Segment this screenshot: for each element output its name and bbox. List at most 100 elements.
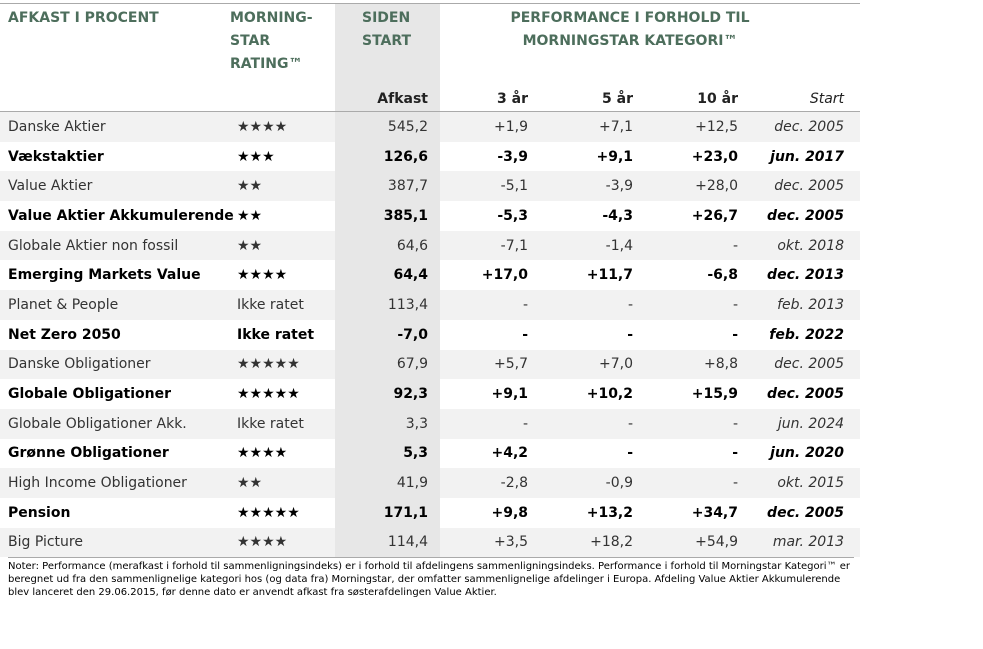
start-date: dec. 2005: [750, 171, 861, 202]
rating: ★★★★★: [237, 386, 300, 403]
rating: Ikke ratet: [237, 326, 315, 343]
fund-name: Value Aktier: [0, 171, 230, 202]
perf-3y: +3,5: [440, 527, 540, 558]
perf-5y: -4,3: [602, 207, 633, 224]
perf-3y: +1,9: [440, 111, 540, 142]
perf-5y: +9,1: [596, 148, 633, 165]
start-date: dec. 2005: [767, 207, 845, 224]
perf-5y: +13,2: [586, 504, 633, 521]
header-rating: MORNING- STAR RATING™: [230, 3, 335, 86]
start-date: jun. 2024: [750, 408, 861, 439]
perf-10y: +23,0: [691, 148, 738, 165]
table-row: Grønne Obligationer ★★★★ 5,3 +4,2 - - jun. 202…: [0, 438, 860, 469]
fund-name: Globale Obligationer Akk.: [0, 408, 230, 439]
fund-name: Net Zero 2050: [8, 326, 121, 343]
return-since-start: 41,9: [335, 468, 440, 498]
subheader: Start: [750, 86, 861, 112]
start-date: okt. 2018: [750, 230, 861, 261]
rating: ★★★★: [237, 445, 288, 462]
table-row: Net Zero 2050 Ikke ratet -7,0 - - - feb. 2022: [0, 319, 860, 350]
perf-5y: -: [627, 326, 633, 343]
fund-name: Danske Aktier: [0, 111, 230, 142]
perf-10y: +54,9: [645, 527, 750, 558]
performance-table: AFKAST I PROCENT MORNING- STAR RATING™ SID…: [0, 3, 861, 558]
line: PERFORMANCE I FORHOLD TIL: [510, 10, 750, 26]
table-wrap: AFKAST I PROCENT MORNING- STAR RATING™ SID…: [0, 3, 861, 558]
perf-10y: -: [732, 445, 738, 462]
perf-3y: -2,8: [440, 468, 540, 498]
start-date: dec. 2005: [767, 386, 845, 403]
perf-3y: -: [522, 326, 528, 343]
start-date: okt. 2015: [750, 468, 861, 498]
start-date: dec. 2005: [767, 504, 845, 521]
return-since-start: 126,6: [335, 141, 440, 172]
perf-3y: -: [440, 408, 540, 439]
return-since-start: 545,2: [335, 111, 440, 142]
return-since-start: -7,0: [335, 319, 440, 350]
perf-3y: +4,2: [491, 445, 528, 462]
perf-3y: -7,1: [440, 230, 540, 261]
header-since-start: SIDEN START: [335, 3, 440, 86]
return-since-start: 64,4: [335, 260, 440, 291]
perf-3y: -: [440, 290, 540, 320]
return-since-start: 113,4: [335, 290, 440, 320]
perf-10y: -6,8: [707, 267, 738, 284]
perf-5y: +7,0: [540, 349, 645, 380]
rating: ★★★★: [237, 267, 288, 284]
table-row: Vækstaktier ★★★ 126,6 -3,9 +9,1 +23,0 jun. 201…: [0, 141, 860, 172]
table-row: Big Picture ★★★★ 114,4 +3,5 +18,2 +54,9 mar. 2…: [0, 527, 861, 558]
return-since-start: 5,3: [335, 438, 440, 469]
table-row: Danske Obligationer ★★★★★ 67,9 +5,7 +7,0 +8,8…: [0, 349, 861, 380]
table-row: High Income Obligationer ★★ 41,9 -2,8 -0,9- o…: [0, 468, 861, 498]
perf-10y: -: [645, 290, 750, 320]
start-date: jun. 2020: [770, 445, 845, 462]
fund-name: Grønne Obligationer: [8, 445, 169, 462]
table-row: Globale Aktier non fossil ★★ 64,6 -7,1 -1,4-…: [0, 230, 861, 261]
return-since-start: 385,1: [335, 201, 440, 231]
rating: ★★: [237, 207, 263, 224]
perf-3y: +5,7: [440, 349, 540, 380]
perf-10y: -: [645, 230, 750, 261]
start-date: dec. 2005: [750, 349, 861, 380]
perf-5y: -: [540, 408, 645, 439]
return-since-start: 387,7: [335, 171, 440, 202]
return-since-start: 171,1: [335, 497, 440, 528]
table-row: Globale Obligationer ★★★★★ 92,3 +9,1 +10,2 +1…: [0, 379, 860, 409]
perf-10y: -: [732, 326, 738, 343]
start-date: jun. 2017: [770, 148, 845, 165]
return-since-start: 114,4: [335, 527, 440, 558]
note: Noter: Performance (merafkast i forhold …: [8, 557, 854, 599]
fund-name: Pension: [8, 504, 71, 521]
fund-name: High Income Obligationer: [0, 468, 230, 498]
rating: ★★: [230, 171, 335, 202]
perf-3y: +17,0: [481, 267, 528, 284]
table-row: Pension ★★★★★ 171,1 +9,8 +13,2 +34,7 dec. 2005: [0, 497, 860, 528]
start-date: dec. 2005: [750, 111, 861, 142]
perf-5y: -0,9: [540, 468, 645, 498]
return-since-start: 3,3: [335, 408, 440, 439]
start-date: feb. 2013: [750, 290, 861, 320]
perf-10y: +12,5: [645, 111, 750, 142]
rating: ★★★: [237, 148, 275, 165]
subheader: Afkast: [335, 86, 440, 112]
line: MORNINGSTAR KATEGORI™: [522, 33, 738, 49]
fund-name: Big Picture: [0, 527, 230, 558]
header-name: AFKAST I PROCENT: [0, 3, 230, 86]
rating: ★★★★: [230, 111, 335, 142]
rating: ★★★★: [230, 527, 335, 558]
perf-10y: +15,9: [691, 386, 738, 403]
fund-name: Globale Aktier non fossil: [0, 230, 230, 261]
line: SIDEN: [362, 10, 411, 26]
fund-name: Emerging Markets Value: [8, 267, 201, 284]
blank: [0, 86, 230, 112]
fund-name: Value Aktier Akkumulerende: [8, 207, 234, 224]
perf-3y: +9,8: [491, 504, 528, 521]
return-since-start: 64,6: [335, 230, 440, 261]
perf-10y: +34,7: [691, 504, 738, 521]
table-row: Planet & People Ikke ratet 113,4- - - feb. 20…: [0, 290, 861, 320]
fund-name: Danske Obligationer: [0, 349, 230, 380]
table-row: Globale Obligationer Akk. Ikke ratet 3,3- -…: [0, 408, 861, 439]
header-performance: PERFORMANCE I FORHOLD TIL MORNINGSTAR KAT…: [440, 3, 861, 86]
perf-5y: -3,9: [540, 171, 645, 202]
